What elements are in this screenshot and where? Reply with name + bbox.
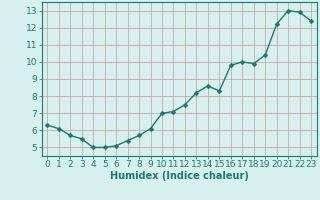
X-axis label: Humidex (Indice chaleur): Humidex (Indice chaleur): [110, 171, 249, 181]
